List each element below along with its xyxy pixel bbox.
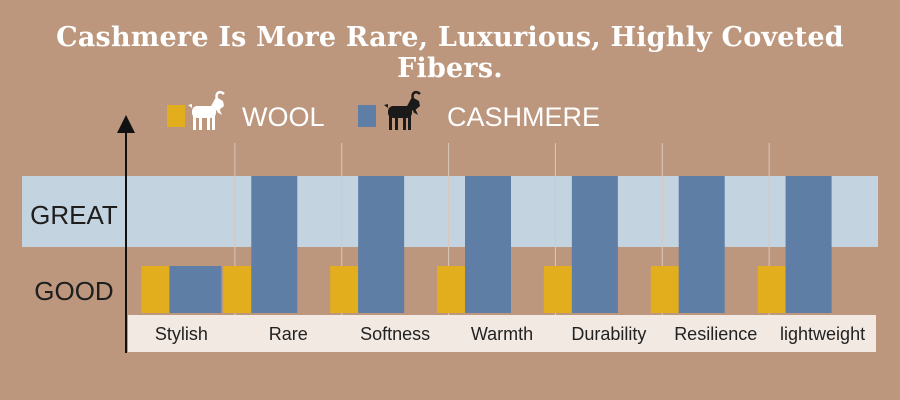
category-label-warmth: Warmth [471, 324, 533, 344]
category-label-rare: Rare [269, 324, 308, 344]
category-label-durability: Durability [571, 324, 646, 344]
category-label-strip [128, 315, 876, 352]
great-level-band [22, 176, 878, 247]
wool-bar-lightweight [757, 266, 786, 313]
level-label-great: GREAT [30, 200, 118, 230]
black-goat-icon [384, 90, 421, 130]
wool-legend-label: WOOL [242, 102, 325, 132]
cashmere-legend-swatch [358, 105, 376, 127]
wool-bar-softness [330, 266, 359, 313]
category-label-resilience: Resilience [674, 324, 757, 344]
cashmere-bar-warmth [465, 176, 511, 313]
category-label-lightweight: lightweight [780, 324, 865, 344]
wool-bar-warmth [437, 266, 465, 313]
y-axis-arrow-icon [117, 115, 135, 133]
wool-bar-durability [543, 266, 572, 313]
cashmere-bar-softness [358, 176, 405, 313]
wool-bar-rare [223, 266, 252, 313]
white-goat-icon [188, 90, 225, 130]
cashmere-bar-durability [571, 176, 618, 313]
chart-title: Cashmere Is More Rare, Luxurious, Highly… [56, 22, 844, 84]
cashmere-legend-label: CASHMERE [447, 102, 600, 132]
level-label-good: GOOD [34, 276, 113, 306]
wool-bar-resilience [650, 266, 679, 313]
cashmere-bar-stylish [169, 266, 222, 313]
wool-bar-stylish [141, 266, 170, 313]
cashmere-bar-resilience [678, 176, 725, 313]
cashmere-bar-lightweight [785, 176, 832, 313]
category-label-softness: Softness [360, 324, 430, 344]
category-label-stylish: Stylish [155, 324, 208, 344]
wool-legend-swatch [167, 105, 185, 127]
cashmere-bar-rare [251, 176, 298, 313]
